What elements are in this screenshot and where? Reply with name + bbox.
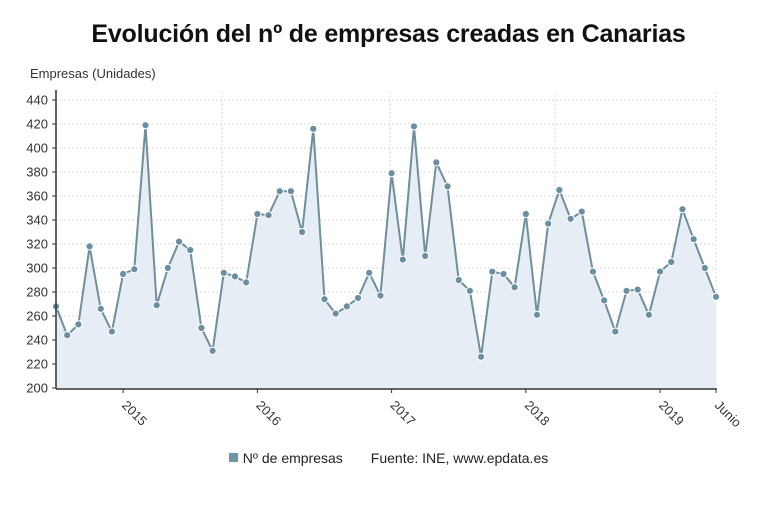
svg-text:340: 340 bbox=[26, 213, 48, 228]
svg-text:300: 300 bbox=[26, 261, 48, 276]
area-fill bbox=[56, 125, 716, 388]
svg-text:2019: 2019 bbox=[656, 398, 687, 429]
svg-text:420: 420 bbox=[26, 117, 48, 132]
svg-text:360: 360 bbox=[26, 189, 48, 204]
svg-text:2018: 2018 bbox=[522, 398, 553, 429]
svg-text:220: 220 bbox=[26, 357, 48, 372]
svg-text:380: 380 bbox=[26, 165, 48, 180]
svg-text:320: 320 bbox=[26, 237, 48, 252]
data-markers bbox=[51, 121, 721, 361]
chart-title: Evolución del nº de empresas creadas en … bbox=[91, 20, 686, 48]
y-axis-ticks: 200 220 240 260 280 300 320 340 360 380 400 420 440 bbox=[26, 93, 56, 396]
svg-text:2017: 2017 bbox=[387, 398, 418, 429]
svg-text:260: 260 bbox=[26, 309, 48, 324]
legend-swatch-icon bbox=[228, 453, 238, 462]
svg-text:200: 200 bbox=[26, 381, 48, 396]
legend: Nº de empresas Fuente: INE, www.epdata.es bbox=[0, 450, 777, 466]
axes bbox=[55, 90, 717, 390]
svg-text:440: 440 bbox=[26, 93, 48, 108]
source-note: Fuente: INE, www.epdata.es bbox=[370, 450, 549, 466]
svg-text:400: 400 bbox=[26, 141, 48, 156]
data-line bbox=[55, 125, 717, 357]
svg-text:240: 240 bbox=[26, 333, 48, 348]
svg-text:Junio: Junio bbox=[712, 398, 745, 431]
legend-series-label: Nº de empresas bbox=[242, 450, 343, 466]
svg-text:2015: 2015 bbox=[119, 398, 150, 429]
svg-text:2016: 2016 bbox=[253, 398, 284, 429]
y-axis-label: Empresas (Unidades) bbox=[30, 66, 156, 81]
x-axis-ticks: 2015 2016 2017 2018 2019 Junio bbox=[119, 389, 744, 430]
svg-text:280: 280 bbox=[26, 285, 48, 300]
